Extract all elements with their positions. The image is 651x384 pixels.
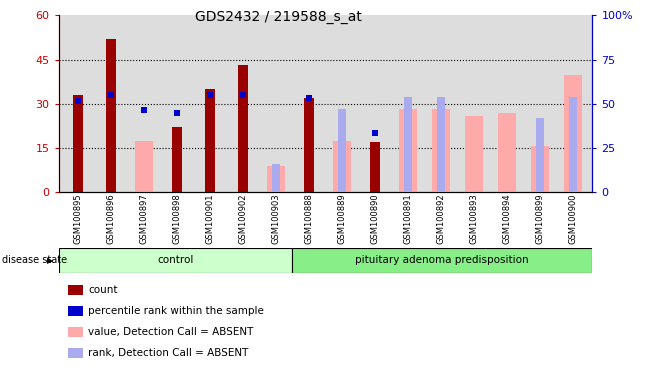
Bar [74,95,83,192]
Bar [205,89,215,192]
Bar [564,75,582,192]
Bar [106,39,117,192]
Bar [465,116,483,192]
Text: pituitary adenoma predisposition: pituitary adenoma predisposition [355,255,529,265]
Bar [338,109,346,192]
Bar [536,118,544,192]
Bar [304,98,314,192]
Bar [173,127,182,192]
Bar [497,113,516,192]
Bar [135,141,154,192]
Bar [238,65,248,192]
FancyBboxPatch shape [292,248,592,273]
Text: rank, Detection Call = ABSENT: rank, Detection Call = ABSENT [88,348,248,358]
Bar [399,109,417,192]
Bar [370,142,380,192]
Bar [404,97,412,192]
Bar [437,97,445,192]
Text: control: control [157,255,193,265]
Text: percentile rank within the sample: percentile rank within the sample [88,306,264,316]
Text: GDS2432 / 219588_s_at: GDS2432 / 219588_s_at [195,10,362,23]
Text: count: count [88,285,117,295]
Bar [333,141,351,192]
Text: ▶: ▶ [47,256,53,265]
Bar [432,109,450,192]
Bar [531,146,549,192]
Text: disease state: disease state [2,255,67,265]
FancyBboxPatch shape [59,248,292,273]
Bar [267,166,285,192]
Text: value, Detection Call = ABSENT: value, Detection Call = ABSENT [88,327,253,337]
Bar [272,164,280,192]
Bar [568,97,577,192]
